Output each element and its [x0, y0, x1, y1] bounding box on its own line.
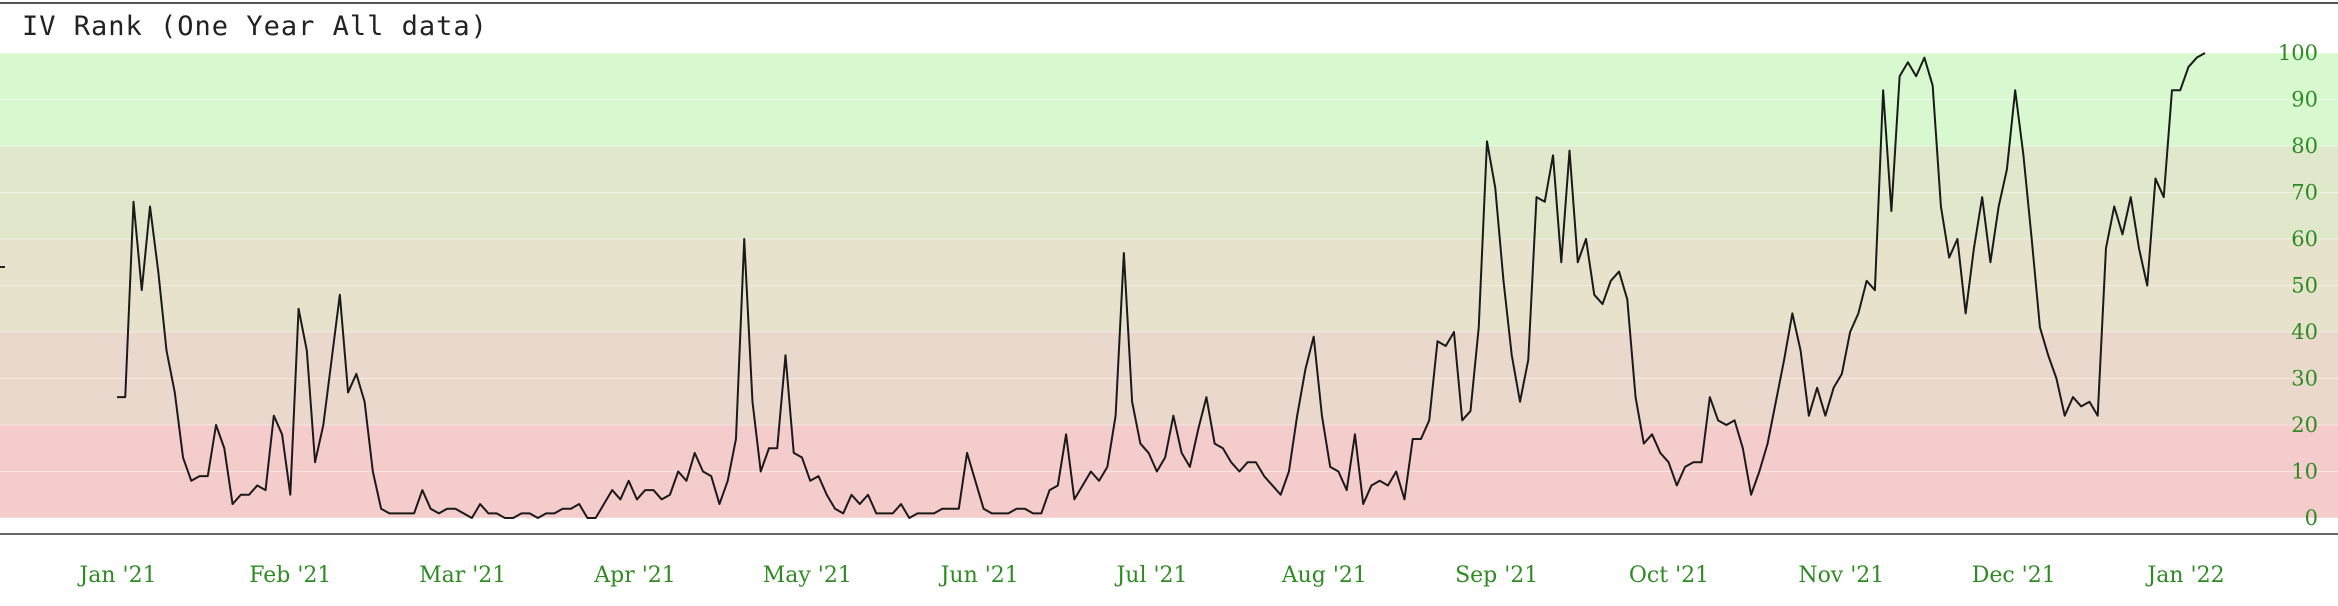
- band-80-100: [0, 53, 2338, 146]
- y-tick-label: 20: [2291, 413, 2318, 437]
- y-tick-label: 50: [2291, 274, 2318, 298]
- y-tick-label: 10: [2291, 460, 2318, 484]
- gridlines: [0, 52, 2338, 519]
- iv-rank-line: [117, 52, 2206, 519]
- x-tick-label: Nov '21: [1798, 563, 1884, 588]
- band-20-40: [0, 332, 2338, 425]
- x-tick-label: Apr '21: [593, 563, 676, 588]
- y-tick-label: 30: [2291, 367, 2318, 391]
- x-tick-label: Oct '21: [1629, 563, 1709, 588]
- y-tick-label: 90: [2291, 88, 2318, 112]
- y-tick-label: 100: [2278, 41, 2318, 65]
- x-axis-ticks: Jan '21 Feb '21 Mar '21 Apr '21 May '21 Jun '…: [77, 563, 2224, 588]
- x-tick-label: Mar '21: [419, 563, 506, 588]
- x-tick-label: Dec '21: [1972, 563, 2056, 588]
- x-tick-label: Sep '21: [1455, 563, 1538, 588]
- x-tick-label: Jan '21: [77, 563, 156, 588]
- x-tick-label: May '21: [763, 563, 852, 588]
- y-axis-ticks: 0 10 20 30 40 50 60 70 80 90 100: [2278, 41, 2318, 530]
- x-tick-label: Jan '22: [2145, 563, 2224, 588]
- x-tick-label: Feb '21: [249, 563, 331, 588]
- y-tick-label: 80: [2291, 134, 2318, 158]
- y-tick-label: 0: [2305, 506, 2318, 530]
- y-tick-label: 40: [2291, 320, 2318, 344]
- rank-bands: [0, 53, 2338, 518]
- x-tick-label: Jun '21: [939, 563, 1019, 588]
- y-tick-label: 70: [2291, 181, 2318, 205]
- x-tick-label: Jul '21: [1114, 563, 1187, 588]
- y-tick-label: 60: [2291, 227, 2318, 251]
- chart-title: IV Rank (One Year All data): [22, 11, 488, 42]
- band-60-80: [0, 146, 2338, 239]
- x-tick-label: Aug '21: [1281, 563, 1367, 588]
